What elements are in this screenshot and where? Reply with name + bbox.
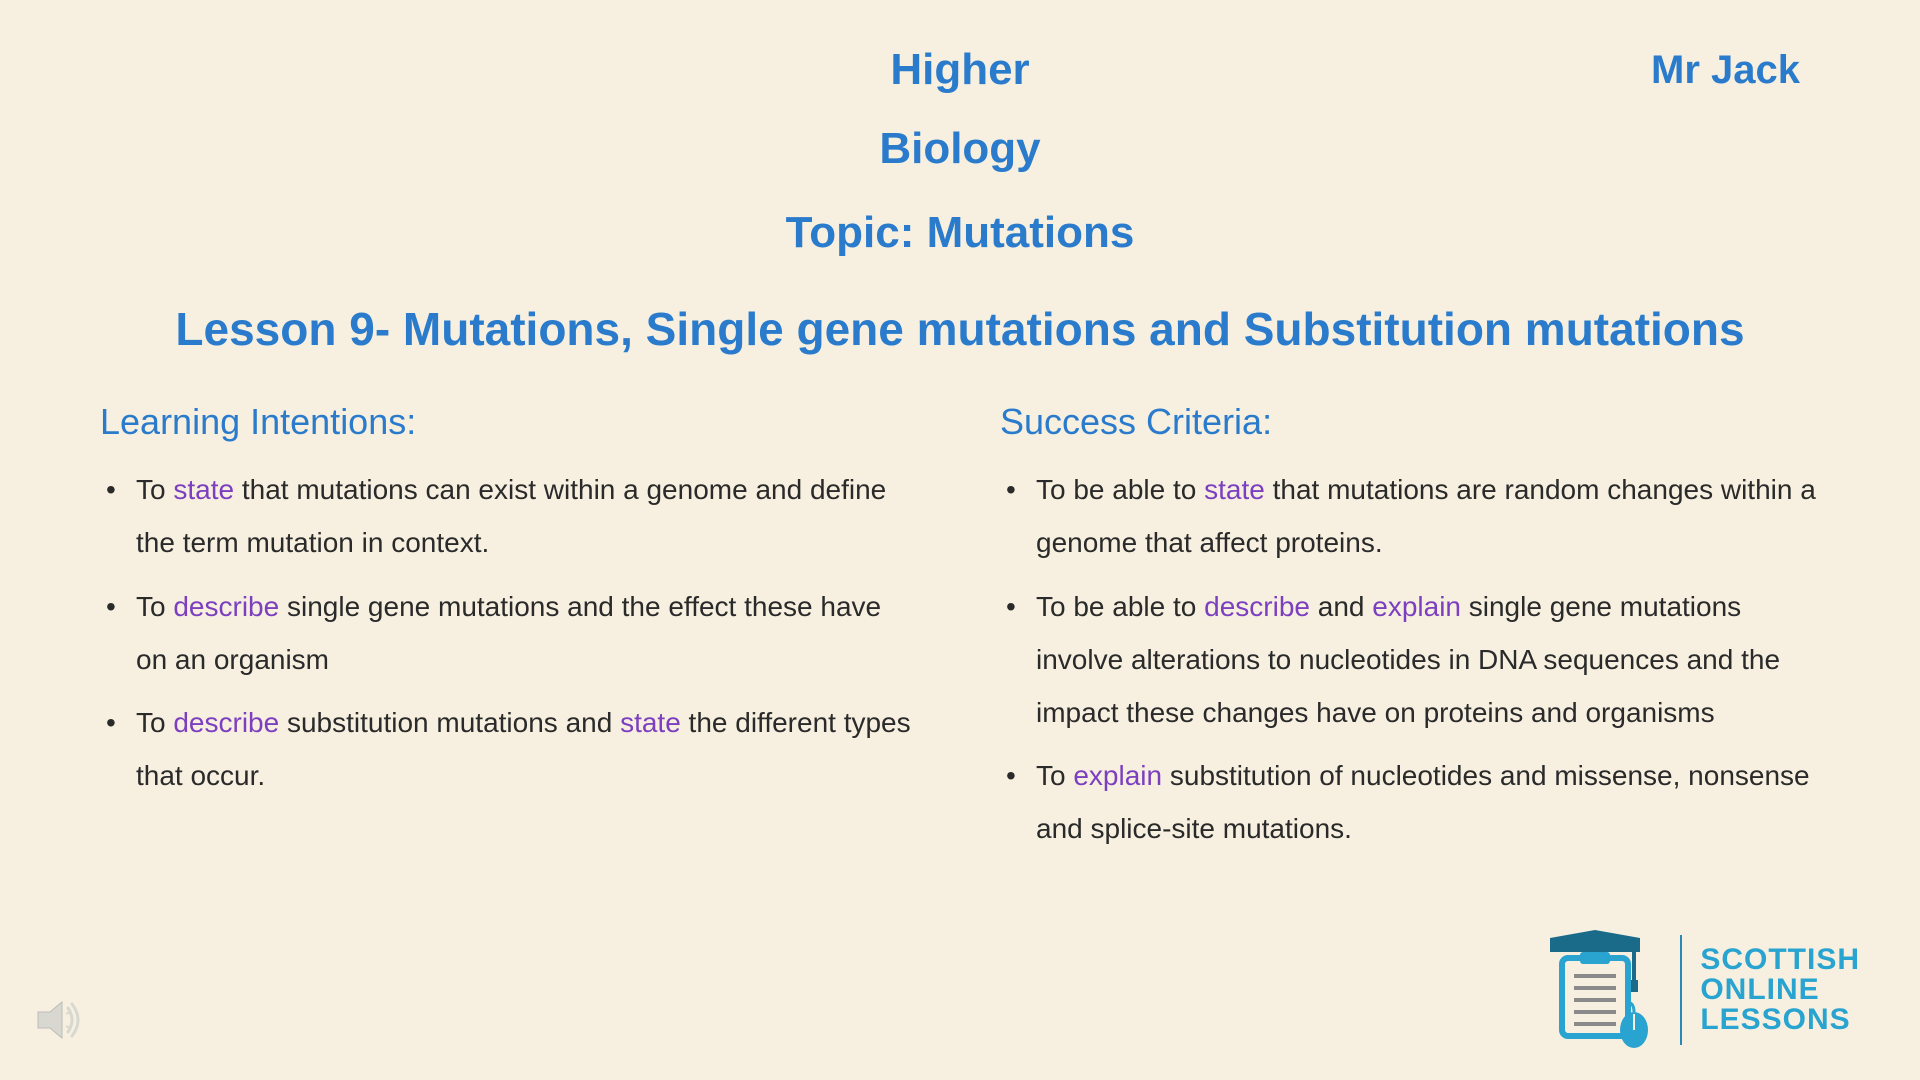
course-title: Higher	[0, 30, 1920, 109]
keyword: describe	[1204, 591, 1310, 622]
success-criteria-heading: Success Criteria:	[1000, 401, 1820, 443]
speaker-icon	[30, 990, 90, 1050]
keyword: state	[620, 707, 681, 738]
text-segment: substitution mutations and	[279, 707, 620, 738]
success-criteria-list: To be able to state that mutations are r…	[1000, 463, 1820, 855]
logo-line-1: SCOTTISH	[1700, 945, 1860, 975]
learning-intentions-column: Learning Intentions: To state that mutat…	[100, 401, 920, 865]
learning-intention-item: To describe substitution mutations and s…	[136, 696, 920, 802]
scottish-online-lessons-logo: SCOTTISH ONLINE LESSONS	[1532, 930, 1860, 1050]
text-segment: and	[1310, 591, 1372, 622]
keyword: explain	[1073, 760, 1162, 791]
text-segment: that mutations can exist within a genome…	[136, 474, 886, 558]
keyword: state	[1204, 474, 1265, 505]
subject-title: Biology	[0, 109, 1920, 188]
content-columns: Learning Intentions: To state that mutat…	[0, 371, 1920, 865]
header: Higher Mr Jack Biology Topic: Mutations …	[0, 0, 1920, 371]
text-segment: To	[136, 591, 173, 622]
learning-intention-item: To describe single gene mutations and th…	[136, 580, 920, 686]
keyword: describe	[173, 591, 279, 622]
success-criteria-item: To explain substitution of nucleotides a…	[1036, 749, 1820, 855]
logo-line-3: LESSONS	[1700, 1005, 1860, 1035]
success-criteria-column: Success Criteria: To be able to state th…	[1000, 401, 1820, 865]
text-segment: To	[136, 474, 173, 505]
success-criteria-item: To be able to describe and explain singl…	[1036, 580, 1820, 740]
lesson-title: Lesson 9- Mutations, Single gene mutatio…	[0, 288, 1920, 371]
keyword: state	[173, 474, 234, 505]
learning-intentions-heading: Learning Intentions:	[100, 401, 920, 443]
topic-name: Mutations	[927, 208, 1135, 257]
text-segment: To be able to	[1036, 591, 1204, 622]
text-segment: To	[1036, 760, 1073, 791]
keyword: explain	[1372, 591, 1461, 622]
topic-prefix: Topic:	[786, 208, 927, 257]
topic-line: Topic: Mutations	[0, 208, 1920, 258]
teacher-name: Mr Jack	[1651, 48, 1800, 93]
logo-line-2: ONLINE	[1700, 975, 1860, 1005]
logo-graphic-icon	[1532, 930, 1662, 1050]
text-segment: To	[136, 707, 173, 738]
keyword: describe	[173, 707, 279, 738]
logo-divider	[1680, 935, 1682, 1045]
logo-text: SCOTTISH ONLINE LESSONS	[1700, 945, 1860, 1035]
learning-intentions-list: To state that mutations can exist within…	[100, 463, 920, 802]
text-segment: To be able to	[1036, 474, 1204, 505]
learning-intention-item: To state that mutations can exist within…	[136, 463, 920, 569]
success-criteria-item: To be able to state that mutations are r…	[1036, 463, 1820, 569]
